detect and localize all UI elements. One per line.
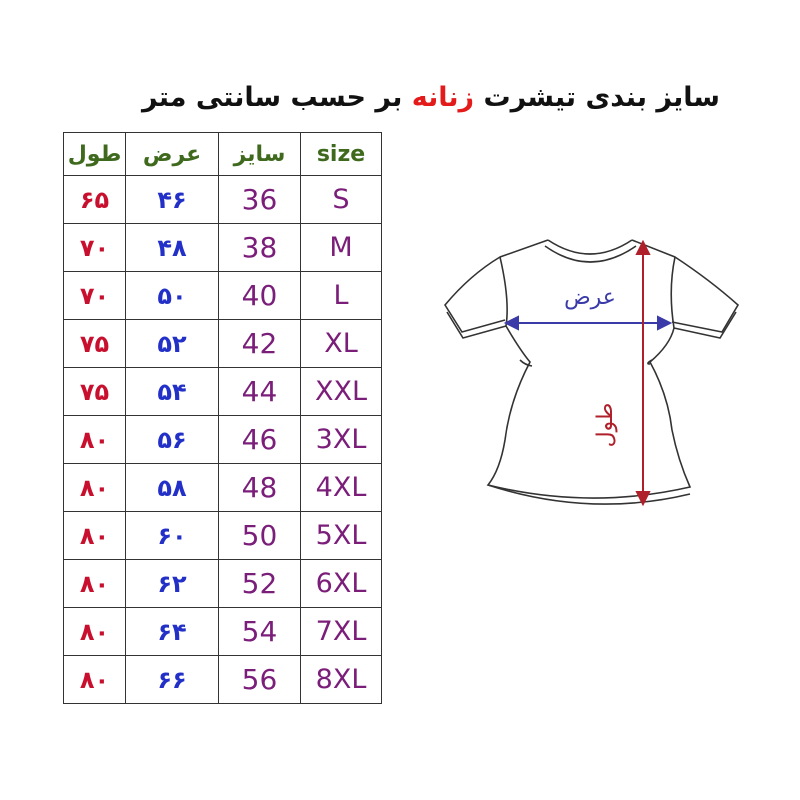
- table-row: ۸۰ ۶۶ 56 8XL: [63, 655, 382, 704]
- cell-length: ۸۰: [63, 655, 126, 704]
- cell-size: 4XL: [300, 463, 382, 512]
- table-row: ۷۵ ۵۴ 44 XXL: [63, 367, 382, 416]
- cell-size-number: 36: [218, 175, 301, 224]
- title-highlight: زنانه: [411, 82, 475, 113]
- cell-length: ۸۰: [63, 415, 126, 464]
- length-arrow: [635, 239, 651, 507]
- cell-length: ۸۰: [63, 607, 126, 656]
- cell-size-number: 44: [218, 367, 301, 416]
- width-arrow: [503, 315, 673, 331]
- title-text: سایز بندی تیشرت: [483, 82, 721, 113]
- cell-width: ۵۸: [125, 463, 219, 512]
- table-row: ۸۰ ۵۶ 46 3XL: [63, 415, 382, 464]
- cell-width: ۶۴: [125, 607, 219, 656]
- cell-size-number: 54: [218, 607, 301, 656]
- table-row: ۶۵ ۴۶ 36 S: [63, 175, 382, 224]
- table-row: ۷۰ ۵۰ 40 L: [63, 271, 382, 320]
- header-size-en: size: [300, 132, 382, 176]
- header-length: طول: [63, 132, 126, 176]
- size-table: طول عرض سایز size ۶۵ ۴۶ 36 S ۷۰ ۴۸ 38 M ۷۰ ۵۰ 40 L ۷…: [63, 132, 382, 704]
- cell-length: ۸۰: [63, 511, 126, 560]
- cell-size: XXL: [300, 367, 382, 416]
- cell-size-number: 38: [218, 223, 301, 272]
- cell-size: M: [300, 223, 382, 272]
- cell-length: ۸۰: [63, 463, 126, 512]
- cell-size: 7XL: [300, 607, 382, 656]
- cell-width: ۵۰: [125, 271, 219, 320]
- table-header-row: طول عرض سایز size: [63, 132, 382, 176]
- header-width: عرض: [125, 132, 219, 176]
- cell-size: 6XL: [300, 559, 382, 608]
- cell-width: ۵۲: [125, 319, 219, 368]
- page-title: سایز بندی تیشرت زنانه بر حسب سانتی متر: [120, 82, 720, 113]
- cell-length: ۷۰: [63, 223, 126, 272]
- tshirt-outline: [444, 239, 740, 505]
- length-label: طول: [593, 403, 618, 448]
- cell-size: 8XL: [300, 655, 382, 704]
- title-text: بر حسب سانتی متر: [141, 82, 403, 113]
- width-label: عرض: [564, 285, 616, 310]
- table-row: ۸۰ ۶۲ 52 6XL: [63, 559, 382, 608]
- cell-size-number: 46: [218, 415, 301, 464]
- table-row: ۸۰ ۶۴ 54 7XL: [63, 607, 382, 656]
- cell-width: ۶۲: [125, 559, 219, 608]
- cell-size: XL: [300, 319, 382, 368]
- cell-width: ۵۶: [125, 415, 219, 464]
- table-row: ۸۰ ۵۸ 48 4XL: [63, 463, 382, 512]
- cell-width: ۵۴: [125, 367, 219, 416]
- cell-size: 5XL: [300, 511, 382, 560]
- cell-width: ۴۶: [125, 175, 219, 224]
- cell-size: 3XL: [300, 415, 382, 464]
- cell-size-number: 52: [218, 559, 301, 608]
- cell-size-number: 50: [218, 511, 301, 560]
